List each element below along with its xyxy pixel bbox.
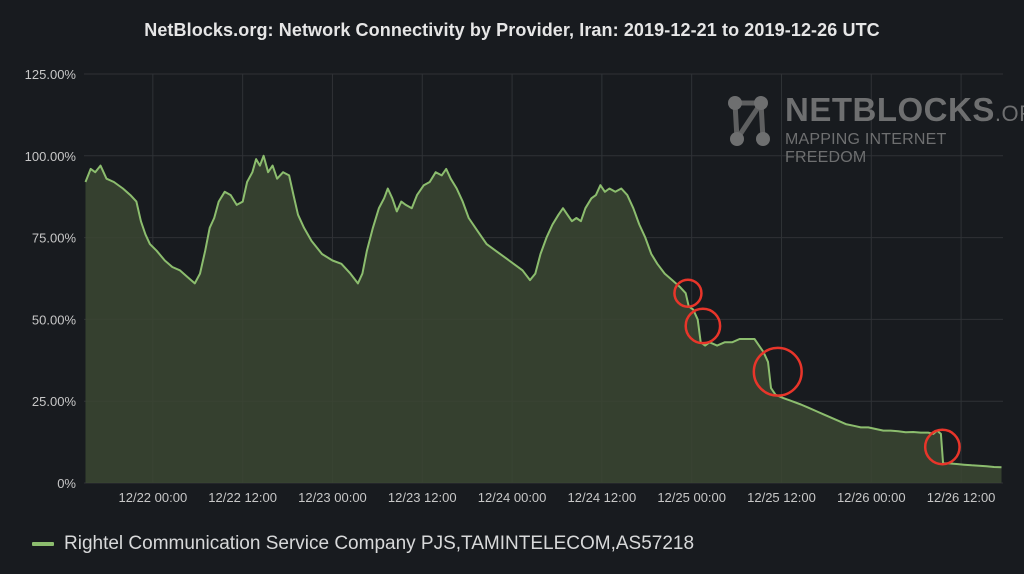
watermark-title: NETBLOCKS.ORG (785, 91, 1024, 129)
highlight-circle (673, 278, 703, 308)
x-tick-label: 12/23 00:00 (298, 490, 367, 505)
x-tick-label: 12/23 12:00 (388, 490, 457, 505)
x-tick-label: 12/26 00:00 (837, 490, 906, 505)
y-tick-label: 50.00% (32, 312, 77, 327)
highlight-circle (684, 307, 722, 345)
highlight-circle (923, 428, 961, 466)
legend-swatch (32, 542, 54, 546)
y-tick-label: 0% (57, 476, 76, 491)
series-fill (85, 155, 1002, 484)
network-logo-icon (728, 96, 770, 146)
watermark-subtitle: MAPPING INTERNET FREEDOM (785, 131, 947, 166)
y-tick-label: 125.00% (25, 67, 77, 82)
y-tick-label: 25.00% (32, 394, 77, 409)
y-tick-label: 75.00% (32, 231, 77, 246)
series-line (84, 154, 1002, 469)
x-tick-label: 12/24 00:00 (478, 490, 547, 505)
highlight-circle (752, 346, 803, 397)
x-tick-label: 12/26 12:00 (927, 490, 996, 505)
legend-label: Rightel Communication Service Company PJ… (64, 533, 695, 554)
chart-title: NetBlocks.org: Network Connectivity by P… (144, 20, 880, 40)
series-area (85, 155, 1002, 484)
x-tick-label: 12/22 00:00 (119, 490, 188, 505)
y-axis-ticks: 0% 25.00% 50.00% 75.00% 100.00% 125.00% (25, 67, 77, 491)
netblocks-watermark: NETBLOCKS.ORG MAPPING INTERNET FREEDOM (717, 91, 1024, 166)
series-line-path (84, 154, 1002, 469)
x-tick-label: 12/25 12:00 (747, 490, 816, 505)
y-tick-label: 100.00% (25, 149, 77, 164)
x-tick-label: 12/24 12:00 (568, 490, 637, 505)
watermark-org: .ORG (994, 101, 1024, 126)
x-tick-label: 12/25 00:00 (657, 490, 726, 505)
watermark-brand: NETBLOCKS (785, 91, 995, 128)
highlight-circles (673, 278, 961, 466)
legend[interactable]: Rightel Communication Service Company PJ… (32, 532, 694, 556)
x-axis-ticks: 12/22 00:00 12/22 12:00 12/23 00:00 12/23 1… (119, 490, 996, 505)
x-tick-label: 12/22 12:00 (208, 490, 277, 505)
